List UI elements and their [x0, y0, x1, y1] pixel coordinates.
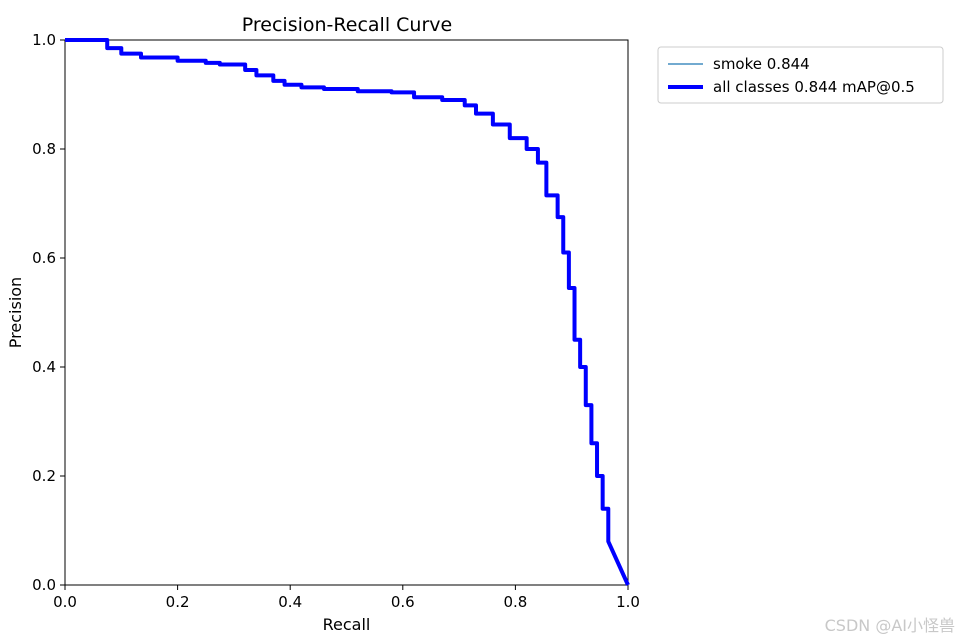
- x-tick-label: 0.8: [503, 593, 527, 611]
- series-layer: [65, 38, 630, 586]
- x-axis-label: Recall: [323, 615, 371, 634]
- x-tick-label: 0.0: [53, 593, 77, 611]
- y-tick-label: 0.2: [32, 467, 56, 485]
- plot-area: 0.0 0.2 0.4 0.6 0.8 1.0 0.0 0.2 0.4 0.6 0.8 1.0: [32, 31, 640, 611]
- x-tick-label: 1.0: [616, 593, 640, 611]
- watermark-text: CSDN @AI小怪兽: [825, 616, 955, 635]
- plot-frame: [64, 39, 629, 586]
- legend-label-smoke: smoke 0.844: [713, 55, 810, 73]
- y-tick-label: 0.4: [32, 358, 56, 376]
- x-tick-label: 0.2: [166, 593, 190, 611]
- legend: smoke 0.844 all classes 0.844 mAP@0.5: [657, 46, 944, 104]
- y-tick-label: 0.8: [32, 140, 56, 158]
- x-tick-label: 0.6: [391, 593, 415, 611]
- y-tick-label: 0.0: [32, 576, 56, 594]
- legend-label-all-classes: all classes 0.844 mAP@0.5: [713, 78, 915, 96]
- ticks-layer: 0.0 0.2 0.4 0.6 0.8 1.0 0.0 0.2 0.4 0.6 0.8 1.0: [32, 31, 640, 611]
- legend-box: [657, 46, 944, 104]
- series-line-all-classes: [65, 38, 630, 586]
- y-tick-label: 0.6: [32, 249, 56, 267]
- y-tick-label: 1.0: [32, 31, 56, 49]
- chart-title: Precision-Recall Curve: [242, 14, 452, 36]
- y-axis-label: Precision: [6, 277, 25, 348]
- x-tick-label: 0.4: [278, 593, 302, 611]
